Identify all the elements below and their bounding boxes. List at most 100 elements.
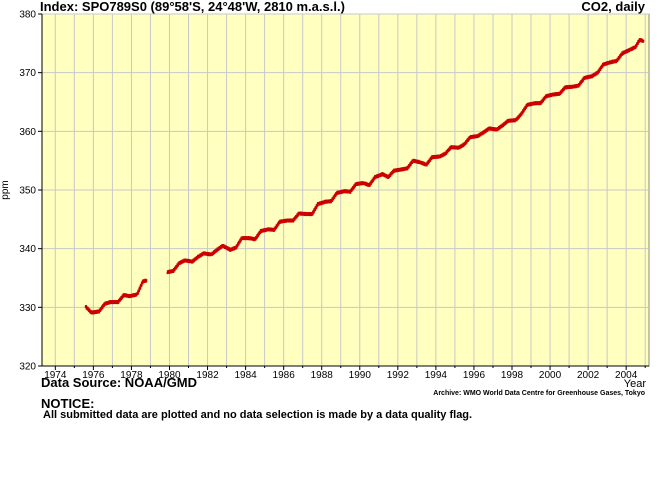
notice-text: All submitted data are plotted and no da… <box>43 409 473 421</box>
data-point <box>369 182 372 186</box>
data-point <box>406 167 409 171</box>
x-tick-label: 1988 <box>311 370 334 381</box>
data-point <box>139 286 142 290</box>
notice-title: NOTICE: <box>41 396 95 411</box>
data-point <box>619 55 622 58</box>
data-point <box>172 270 175 274</box>
x-tick-label: 2000 <box>539 370 562 381</box>
x-tick-label: 1998 <box>501 370 524 381</box>
data-point <box>296 214 299 217</box>
data-point <box>466 139 469 142</box>
data-point <box>118 299 121 303</box>
x-tick-label: 1980 <box>158 370 181 381</box>
y-tick-label: 360 <box>19 127 36 138</box>
data-point <box>636 42 639 45</box>
x-tick-label: 1976 <box>82 370 105 381</box>
data-point <box>177 264 180 267</box>
y-tick-label: 370 <box>19 68 36 79</box>
data-point <box>502 124 505 128</box>
x-tick-label: 2004 <box>615 370 638 381</box>
data-point <box>578 83 581 87</box>
data-point <box>635 44 638 48</box>
data-point <box>173 268 176 272</box>
x-tick-label: 1992 <box>387 370 410 381</box>
x-tick-label: 1994 <box>425 370 448 381</box>
data-point <box>276 225 279 228</box>
archive-credit: Archive: WMO World Data Centre for Green… <box>433 390 645 397</box>
data-point <box>314 208 317 212</box>
x-tick-label: 1990 <box>349 370 372 381</box>
data-point <box>409 163 412 166</box>
y-tick-label: 330 <box>19 303 36 314</box>
data-point <box>256 234 259 238</box>
y-tick-label: 380 <box>19 10 36 21</box>
y-axis-label: ppm <box>0 180 11 199</box>
x-tick-label: 1978 <box>120 370 143 381</box>
y-tick-label: 320 <box>19 362 36 373</box>
data-point <box>559 92 562 96</box>
data-point <box>136 292 139 296</box>
data-point <box>349 191 352 194</box>
data-point <box>350 189 353 193</box>
data-point <box>316 204 319 208</box>
data-point <box>582 79 585 82</box>
data-point <box>101 306 104 309</box>
data-point <box>543 98 546 101</box>
x-tick-label: 1974 <box>44 370 67 381</box>
data-point <box>85 304 88 308</box>
data-point <box>523 107 526 111</box>
data-point <box>277 223 280 226</box>
data-point <box>98 311 101 314</box>
data-point <box>329 200 332 204</box>
y-tick-label: 350 <box>19 186 36 197</box>
data-point <box>239 239 242 242</box>
data-point <box>519 114 522 118</box>
data-point <box>522 109 525 113</box>
grid <box>42 13 649 367</box>
data-point <box>373 177 376 181</box>
data-point <box>515 118 518 122</box>
x-tick-label: 1986 <box>273 370 296 381</box>
data-point <box>88 308 91 311</box>
data-point <box>312 210 315 214</box>
data-point <box>542 99 545 103</box>
x-tick-label: 1984 <box>234 370 257 381</box>
data-point <box>236 245 239 248</box>
data-point <box>354 185 357 188</box>
x-tick-label: 2002 <box>577 370 600 381</box>
data-point <box>562 88 565 92</box>
data-point <box>425 164 428 167</box>
data-point <box>618 56 621 60</box>
data-point <box>333 196 336 199</box>
data-point <box>521 111 524 115</box>
chart-title: Index: SPO789S0 (89°58'S, 24°48'W, 2810 … <box>40 0 345 14</box>
data-point <box>600 66 603 70</box>
data-point <box>599 68 602 72</box>
data-point <box>145 279 148 282</box>
axes: 1974 1976 1978 1980 1982 1984 1986 1988 1990 1992… <box>0 10 649 390</box>
data-point <box>352 186 355 190</box>
data-point <box>498 127 501 130</box>
data-source: Data Source: NOAA/GMD <box>41 375 198 390</box>
x-tick-label: 1982 <box>196 370 219 381</box>
y-tick-label: 340 <box>19 244 36 255</box>
data-point <box>616 59 619 63</box>
data-point <box>293 218 296 221</box>
data-point <box>192 259 195 263</box>
data-point <box>642 39 645 43</box>
data-point <box>237 242 240 246</box>
data-point <box>426 162 429 165</box>
data-point <box>141 281 144 285</box>
data-point <box>274 228 277 231</box>
data-point <box>334 194 337 197</box>
data-point <box>258 232 261 236</box>
data-point <box>140 283 143 286</box>
co2-series <box>84 38 645 315</box>
data-point <box>628 49 631 53</box>
data-point <box>315 206 318 209</box>
data-point <box>137 291 140 294</box>
chart-variable-label: CO2, daily <box>581 0 645 14</box>
data-point <box>117 301 120 304</box>
data-point <box>389 174 392 178</box>
